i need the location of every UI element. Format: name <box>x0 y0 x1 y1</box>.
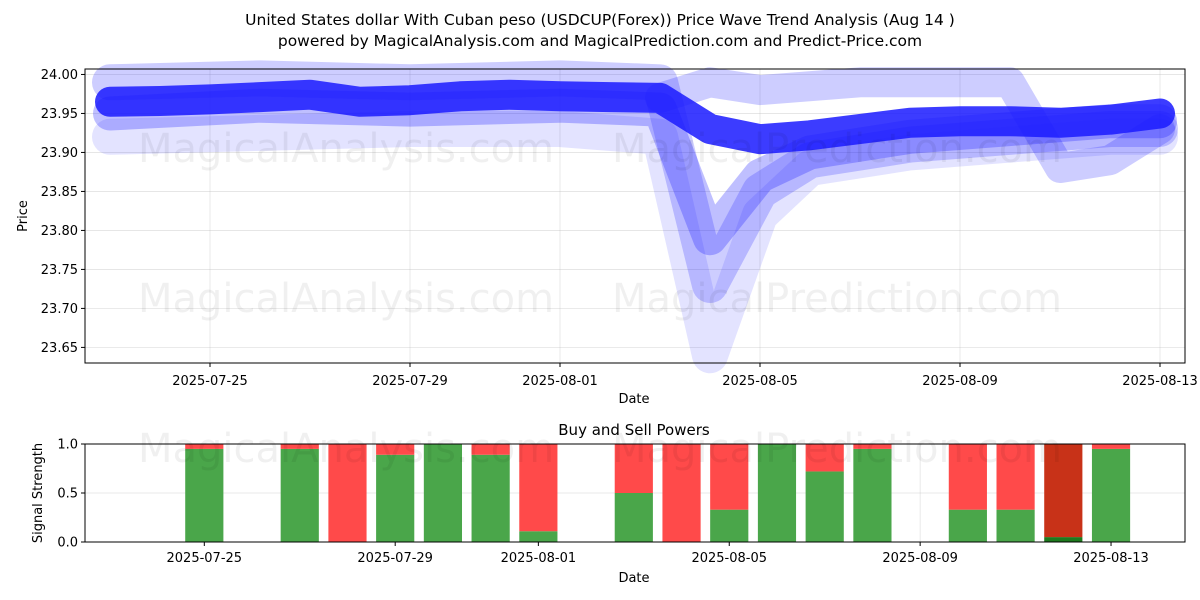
buy-bar <box>1044 537 1083 542</box>
price-y-axis: 23.65 23.70 23.75 23.80 23.85 23.90 23.95 24.00 <box>41 68 85 356</box>
buy-bar <box>519 531 558 542</box>
price-y-tick-label: 23.80 <box>41 224 78 239</box>
buy-bar <box>614 493 653 542</box>
sell-bar <box>1091 444 1131 449</box>
price-x-tick-label: 2025-08-09 <box>922 374 998 389</box>
watermark-analysis: MagicalAnalysis.com <box>138 426 554 472</box>
power-x-tick-label: 2025-08-09 <box>882 551 958 566</box>
buy-bar <box>710 509 749 542</box>
power-x-axis: 2025-07-25 2025-07-29 2025-08-01 2025-08-05… <box>167 542 1149 566</box>
price-y-tick-label: 24.00 <box>41 68 78 83</box>
buy-bar <box>1091 448 1131 542</box>
price-watermarks: MagicalAnalysis.com MagicalPrediction.co… <box>138 126 1062 322</box>
sell-bar <box>948 444 987 510</box>
price-x-tick-label: 2025-07-25 <box>172 374 248 389</box>
buy-bar <box>757 444 797 542</box>
buy-bar <box>805 471 844 542</box>
sell-bar <box>853 444 892 449</box>
sell-bar <box>519 444 558 532</box>
price-y-tick-label: 23.75 <box>41 263 78 278</box>
power-bars <box>185 444 1131 542</box>
power-x-tick-label: 2025-08-05 <box>691 551 767 566</box>
buy-bar <box>280 448 319 542</box>
power-x-tick-label: 2025-08-13 <box>1073 551 1149 566</box>
price-wave-series <box>92 111 1178 374</box>
sell-bar <box>471 444 510 455</box>
price-x-axis-label: Date <box>618 392 649 407</box>
sell-bar <box>376 444 415 455</box>
sell-bar <box>710 444 749 510</box>
chart-title: United States dollar With Cuban peso (US… <box>245 11 955 29</box>
price-plot-frame <box>84 68 1186 364</box>
buy-bar <box>185 448 224 542</box>
buy-bar <box>853 448 892 542</box>
power-y-axis: 0.0 0.5 1.0 <box>57 438 85 551</box>
price-x-tick-label: 2025-08-13 <box>1122 374 1198 389</box>
power-x-axis-label: Date <box>618 571 649 586</box>
power-x-tick-label: 2025-07-29 <box>357 551 433 566</box>
buy-bar <box>471 454 510 542</box>
power-chart-panel: Buy and Sell Powers MagicalAnalysis.com … <box>31 421 1186 586</box>
sell-bar <box>662 444 701 542</box>
price-wave-series <box>95 79 1175 155</box>
price-chart-panel: MagicalAnalysis.com MagicalPrediction.co… <box>16 60 1198 407</box>
watermark-prediction: MagicalPrediction.com <box>612 426 1062 472</box>
price-wave-bands <box>92 60 1178 374</box>
price-wave-series <box>645 67 1175 183</box>
sell-bar <box>805 444 844 472</box>
price-y-tick-label: 23.70 <box>41 302 78 317</box>
price-x-axis: 2025-07-25 2025-07-29 2025-08-01 2025-08-05… <box>172 363 1198 389</box>
price-x-tick-label: 2025-08-01 <box>522 374 598 389</box>
price-y-tick-label: 23.95 <box>41 107 78 122</box>
buy-bar <box>423 444 463 542</box>
power-x-tick-label: 2025-08-01 <box>501 551 577 566</box>
chart-subtitle: powered by MagicalAnalysis.com and Magic… <box>277 32 923 50</box>
watermark-prediction: MagicalPrediction.com <box>612 276 1062 322</box>
buy-bar <box>948 509 987 542</box>
sell-bar <box>280 444 319 449</box>
price-x-tick-label: 2025-07-29 <box>372 374 448 389</box>
sell-bar <box>185 444 224 449</box>
power-y-tick-label: 0.5 <box>57 487 78 502</box>
watermark-prediction: MagicalPrediction.com <box>612 126 1062 172</box>
buy-bar <box>996 509 1035 542</box>
sell-bar <box>614 444 653 493</box>
power-chart-title: Buy and Sell Powers <box>558 421 710 439</box>
price-y-tick-label: 23.90 <box>41 146 78 161</box>
price-y-axis-label: Price <box>16 200 31 232</box>
power-x-tick-label: 2025-07-25 <box>167 551 243 566</box>
power-y-tick-label: 0.0 <box>57 536 78 551</box>
power-y-tick-label: 1.0 <box>57 438 78 453</box>
power-y-axis-label: Signal Strength <box>31 443 46 543</box>
sell-bar <box>1044 444 1083 538</box>
watermark-analysis: MagicalAnalysis.com <box>138 276 554 322</box>
buy-bar <box>376 454 415 542</box>
power-watermarks: MagicalAnalysis.com MagicalPrediction.co… <box>138 426 1062 472</box>
sell-bar <box>996 444 1035 510</box>
price-y-tick-label: 23.85 <box>41 185 78 200</box>
watermark-analysis: MagicalAnalysis.com <box>138 126 554 172</box>
price-y-tick-label: 23.65 <box>41 341 78 356</box>
price-x-tick-label: 2025-08-05 <box>722 374 798 389</box>
sell-bar <box>328 444 367 542</box>
